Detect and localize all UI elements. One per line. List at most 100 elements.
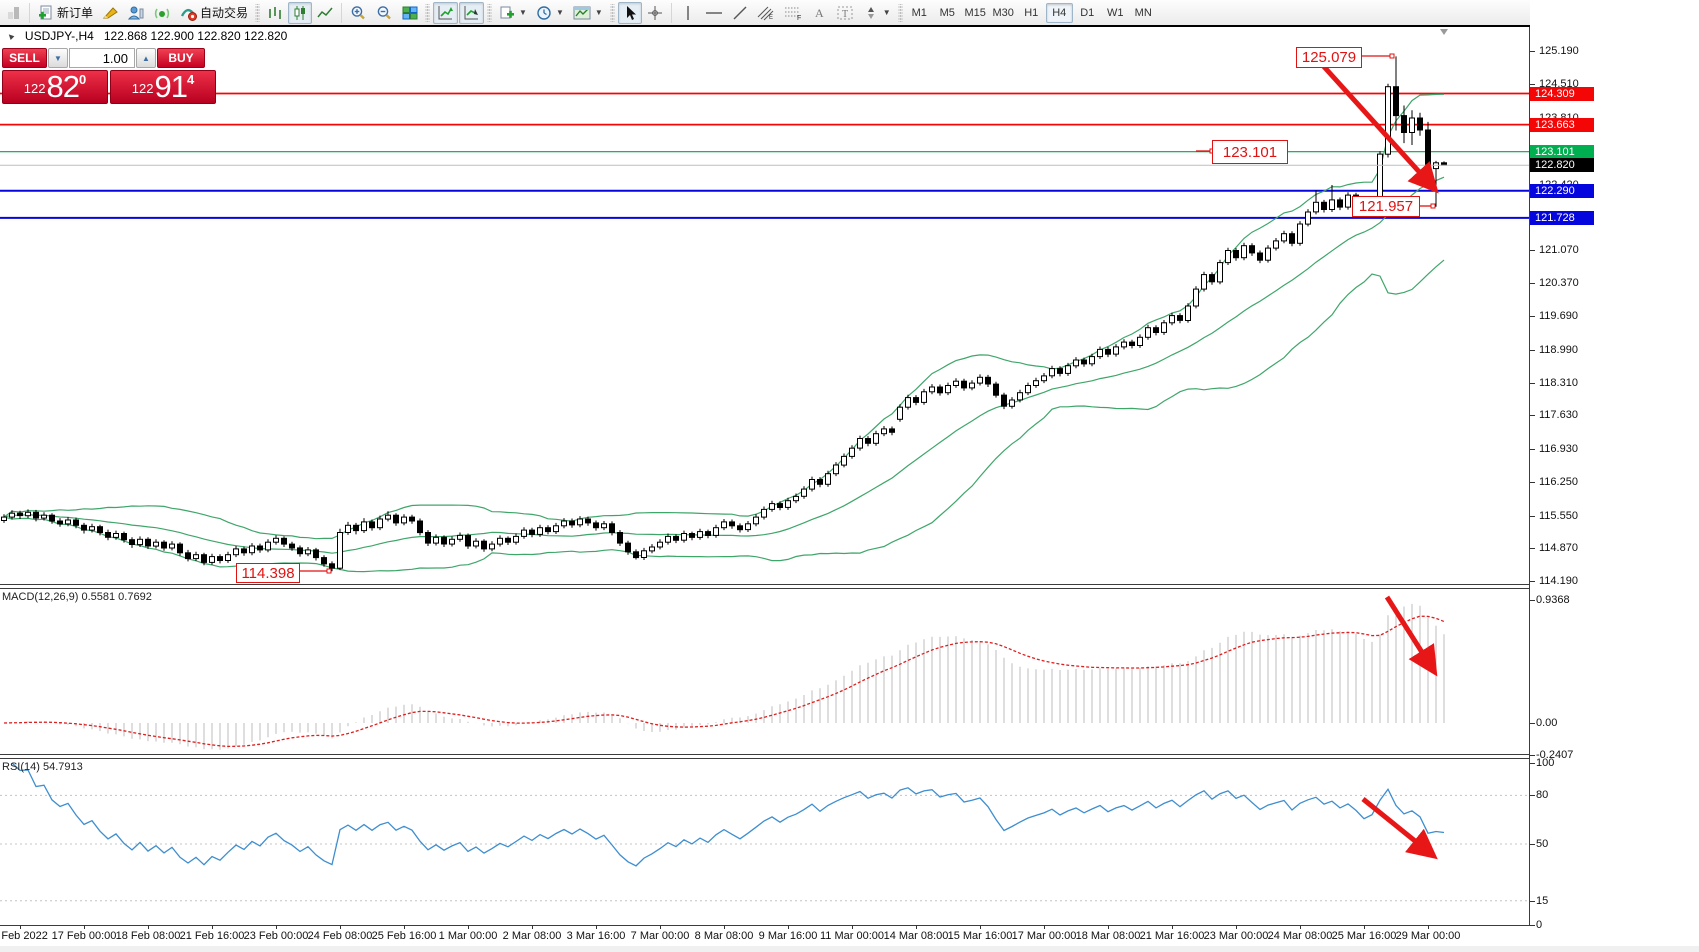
zoom-out-button[interactable] xyxy=(372,2,397,24)
text-tool[interactable]: A xyxy=(807,2,831,24)
cursor-tool-button[interactable] xyxy=(617,1,642,24)
timeframe-h1[interactable]: H1 xyxy=(1024,6,1039,19)
panel-separator[interactable] xyxy=(0,754,1699,759)
trendline-icon xyxy=(733,6,747,19)
trendline-tool[interactable] xyxy=(728,2,752,24)
line-chart-button[interactable] xyxy=(313,2,337,24)
app-chart-icon[interactable] xyxy=(1,2,25,24)
indicators-button[interactable] xyxy=(433,1,459,24)
price-tick xyxy=(1530,581,1535,583)
text-label-tool[interactable]: T xyxy=(832,2,858,24)
line-chart-icon xyxy=(317,7,333,17)
time-tick xyxy=(468,925,469,929)
add-object-icon xyxy=(500,6,515,18)
panel-separator[interactable] xyxy=(0,584,1699,589)
time-tick-label: 23 Mar 00:00 xyxy=(1203,930,1269,942)
main-chart-canvas[interactable] xyxy=(0,27,1529,584)
price-annotation[interactable]: 114.398 xyxy=(236,563,300,583)
crayon-button[interactable] xyxy=(98,2,123,24)
price-line-badge: 121.728 xyxy=(1530,210,1594,225)
timeframe-m5[interactable]: M5 xyxy=(939,6,955,19)
price-tick xyxy=(1530,515,1535,517)
crosshair-tool-button[interactable] xyxy=(643,2,667,24)
signals-button[interactable] xyxy=(150,2,175,24)
tile-windows-button[interactable] xyxy=(398,2,422,24)
time-tick-label: 2 Mar 08:00 xyxy=(502,930,562,942)
time-tick-label: 24 Feb 08:00 xyxy=(307,930,373,942)
person-chart-icon xyxy=(128,6,144,19)
time-axis-divider xyxy=(0,925,1699,926)
timeframe-mn[interactable]: MN xyxy=(1134,6,1152,19)
price-axis[interactable]: 125.190 124.510 123.810 123.120 122.420 … xyxy=(1530,0,1699,952)
sell-button[interactable]: SELL xyxy=(2,48,47,68)
price-tick xyxy=(1530,349,1535,351)
time-tick xyxy=(148,925,149,929)
timeframe-m30[interactable]: M30 xyxy=(992,6,1014,19)
volume-decrease-button[interactable]: ▼ xyxy=(48,48,68,68)
fibonacci-tool[interactable]: F xyxy=(780,2,806,24)
price-annotation[interactable]: 123.101 xyxy=(1212,140,1288,164)
timeframe-d1[interactable]: D1 xyxy=(1080,6,1095,19)
zoom-in-button[interactable] xyxy=(346,2,371,24)
price-tick-label: 115.550 xyxy=(1539,509,1578,522)
volume-input[interactable] xyxy=(69,48,135,68)
indicators-list-button[interactable] xyxy=(459,1,485,24)
symbol-period-label: USDJPY-,H4 xyxy=(24,29,94,43)
price-annotation[interactable]: 121.957 xyxy=(1352,196,1420,217)
period-clock-button[interactable]: ▼ xyxy=(532,2,568,24)
ask-price-box[interactable]: 122 91 4 xyxy=(110,70,216,104)
macd-label: MACD(12,26,9) 0.5581 0.7692 xyxy=(2,591,152,603)
horizontal-line-tool[interactable] xyxy=(701,2,727,24)
rsi-tick xyxy=(1530,925,1535,926)
new-order-button[interactable]: 新订单 xyxy=(34,2,97,24)
time-tick xyxy=(1172,925,1173,929)
time-tick-label: 29 Mar 00:00 xyxy=(1395,930,1461,942)
time-tick xyxy=(1044,925,1045,929)
dropdown-arrow-icon: ▼ xyxy=(519,8,527,17)
timeframe-m15[interactable]: M15 xyxy=(964,6,986,19)
rsi-panel-canvas[interactable] xyxy=(0,760,1529,925)
rsi-scale-label: 80 xyxy=(1536,789,1549,802)
bid-prefix: 122 xyxy=(23,81,46,96)
time-tick-label: 21 Mar 16:00 xyxy=(1139,930,1205,942)
buy-button[interactable]: BUY xyxy=(157,48,205,68)
price-annotation[interactable]: 125.079 xyxy=(1296,47,1362,68)
rsi-tick xyxy=(1530,795,1535,797)
price-tick xyxy=(1530,83,1535,85)
timeframe-m1[interactable]: M1 xyxy=(911,6,927,19)
price-tick-label: 119.690 xyxy=(1539,310,1578,323)
time-tick-label: 5 Feb 2022 xyxy=(0,930,48,942)
autotrade-button[interactable]: 自动交易 xyxy=(176,2,252,24)
market-watch-button[interactable] xyxy=(124,2,149,24)
time-tick xyxy=(404,925,405,929)
new-order-icon xyxy=(39,5,52,19)
time-tick xyxy=(84,925,85,929)
time-tick-label: 18 Mar 08:00 xyxy=(1075,930,1141,942)
timeframe-strip: M1 M5 M15 M30 H1 H4 D1 W1 MN xyxy=(906,2,1157,23)
time-tick-label: 1 Mar 00:00 xyxy=(438,930,498,942)
template-button[interactable]: ▼ xyxy=(569,2,607,24)
indicator-cursor-icon xyxy=(464,5,479,19)
bars-chart-button[interactable] xyxy=(263,2,287,24)
add-object-button[interactable]: ▼ xyxy=(495,2,531,24)
candlestick-chart-button[interactable] xyxy=(288,1,313,24)
dropdown-arrow-icon: ▼ xyxy=(882,8,891,17)
bid-price-box[interactable]: 122 82 0 xyxy=(2,70,108,104)
price-axis-line xyxy=(1529,27,1530,925)
macd-tick xyxy=(1530,600,1535,601)
timeframe-h4[interactable]: H4 xyxy=(1045,2,1073,23)
vertical-line-icon xyxy=(687,5,689,20)
macd-panel-canvas[interactable] xyxy=(0,590,1529,754)
timeframe-w1[interactable]: W1 xyxy=(1106,6,1124,19)
indicator-arrow-icon xyxy=(438,5,454,19)
shapes-tool[interactable]: ▼ xyxy=(859,2,895,24)
channel-tool[interactable]: E xyxy=(753,2,779,24)
template-icon xyxy=(573,6,591,19)
vertical-line-tool[interactable] xyxy=(676,2,700,24)
time-tick xyxy=(596,925,597,929)
current-price-badge: 122.820 xyxy=(1530,158,1594,173)
volume-increase-button[interactable]: ▲ xyxy=(136,48,156,68)
price-tick xyxy=(1530,415,1535,417)
new-order-label: 新订单 xyxy=(57,6,94,20)
time-axis[interactable]: 5 Feb 2022 17 Feb 00:00 18 Feb 08:00 21 … xyxy=(0,925,1529,946)
